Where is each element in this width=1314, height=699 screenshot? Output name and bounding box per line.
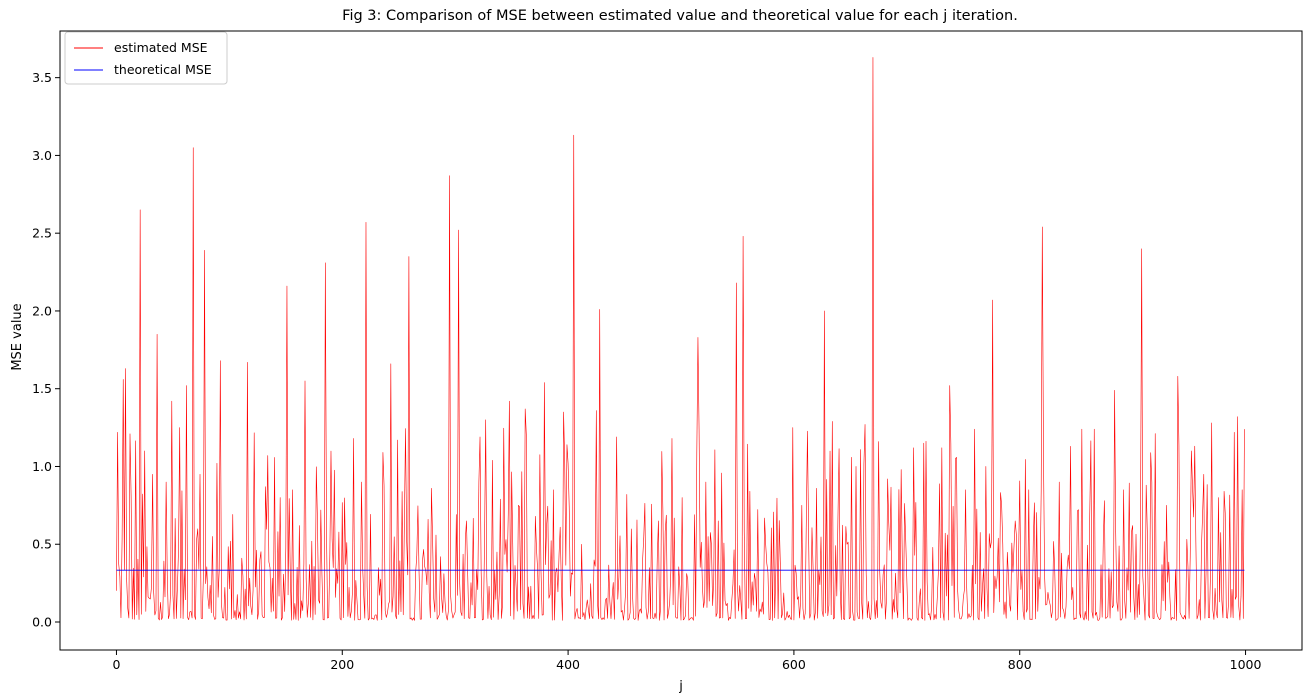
x-tick-label: 0 (112, 657, 120, 672)
x-tick-label: 200 (330, 657, 354, 672)
legend-box (64, 31, 228, 85)
x-tick-label: 800 (1008, 657, 1032, 672)
x-tick-label: 1000 (1230, 657, 1262, 672)
legend: estimated MSE theoretical MSE (64, 31, 228, 85)
y-axis-label: MSE value (10, 303, 25, 370)
x-axis: 0 200 400 600 800 1000 (112, 650, 1261, 672)
y-axis: 0.0 0.5 1.0 1.5 2.0 2.5 3.0 3.5 (32, 70, 60, 630)
chart-title: Fig 3: Comparison of MSE between estimat… (342, 8, 1018, 24)
y-tick-label: 0.5 (32, 537, 52, 552)
plot-area (59, 30, 1303, 651)
y-tick-label: 2.5 (32, 226, 52, 241)
x-tick-label: 400 (556, 657, 580, 672)
x-axis-label: j (678, 679, 683, 694)
legend-label-estimated-mse: estimated MSE (114, 40, 208, 55)
plot-frame (59, 30, 1303, 651)
y-tick-label: 3.5 (32, 70, 52, 85)
y-tick-label: 3.0 (32, 148, 52, 163)
y-tick-label: 0.0 (32, 615, 52, 630)
y-tick-label: 1.5 (32, 381, 52, 396)
x-tick-label: 600 (782, 657, 806, 672)
y-tick-label: 1.0 (32, 459, 52, 474)
series-line-estimated-mse (116, 57, 1245, 621)
y-tick-label: 2.0 (32, 303, 52, 318)
legend-label-theoretical-mse: theoretical MSE (114, 62, 212, 77)
